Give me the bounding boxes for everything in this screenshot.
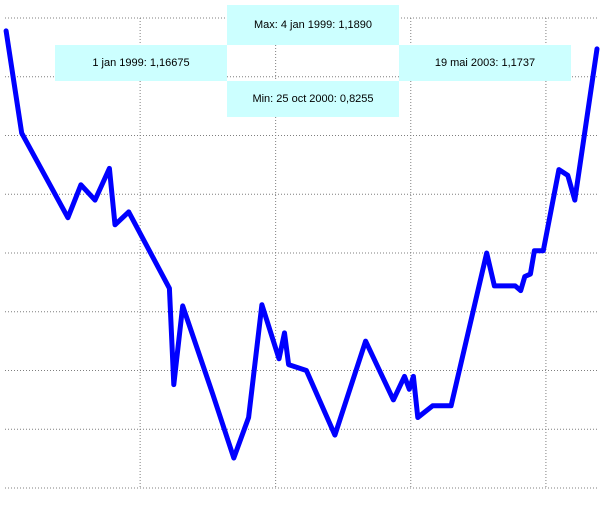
annotation-end: 19 mai 2003: 1,1737 — [399, 45, 571, 81]
annotation-max: Max: 4 jan 1999: 1,1890 — [227, 5, 399, 45]
series-layer — [3, 28, 600, 461]
annotation-min: Min: 25 oct 2000: 0,8255 — [227, 81, 399, 117]
series-line-0 — [3, 28, 600, 461]
annotation-start: 1 jan 1999: 1,16675 — [55, 45, 227, 81]
